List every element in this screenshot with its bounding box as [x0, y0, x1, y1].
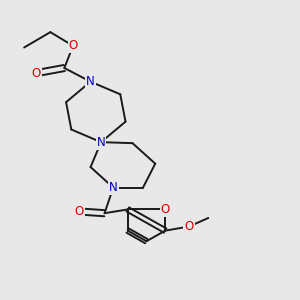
Text: N: N: [109, 181, 118, 194]
Text: N: N: [86, 75, 95, 88]
Text: O: O: [68, 39, 78, 52]
Text: O: O: [75, 205, 84, 218]
Text: O: O: [32, 67, 41, 80]
Text: N: N: [97, 136, 105, 148]
Text: O: O: [161, 203, 170, 216]
Text: O: O: [184, 220, 194, 233]
